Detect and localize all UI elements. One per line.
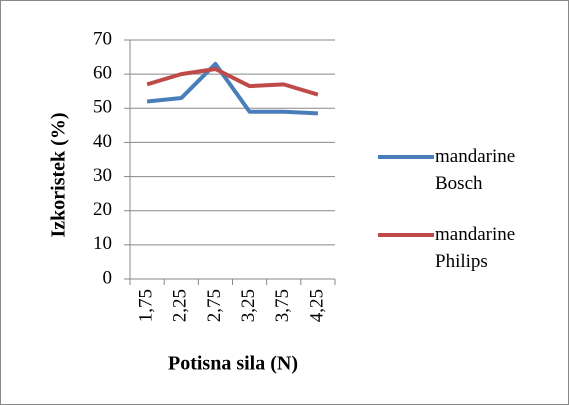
y-tick-label: 0 [103, 267, 113, 288]
y-tick-label: 10 [93, 233, 112, 254]
y-tick-label: 20 [93, 199, 112, 220]
y-tick-label: 70 [93, 28, 112, 49]
x-tick-label: 3,25 [238, 289, 259, 322]
x-tick-label: 3,75 [272, 289, 293, 322]
x-tick-label: 2,25 [170, 289, 191, 322]
x-axis-title: Potisna sila (N) [168, 353, 298, 375]
x-tick-label: 1,75 [135, 289, 156, 322]
x-tick-label: 2,75 [204, 289, 225, 322]
line-series [146, 61, 319, 116]
line-series [146, 67, 319, 97]
y-tick-label: 30 [93, 165, 112, 186]
y-axis-title: Izkoristek (%) [48, 113, 70, 238]
x-tick-label: 4,25 [306, 289, 327, 322]
y-tick-label: 40 [93, 131, 112, 152]
legend-label: mandarine Philips [435, 224, 516, 272]
y-tick-label: 60 [93, 63, 112, 84]
y-tick-label: 50 [93, 97, 112, 118]
legend-label: mandarine Bosch [435, 146, 516, 194]
